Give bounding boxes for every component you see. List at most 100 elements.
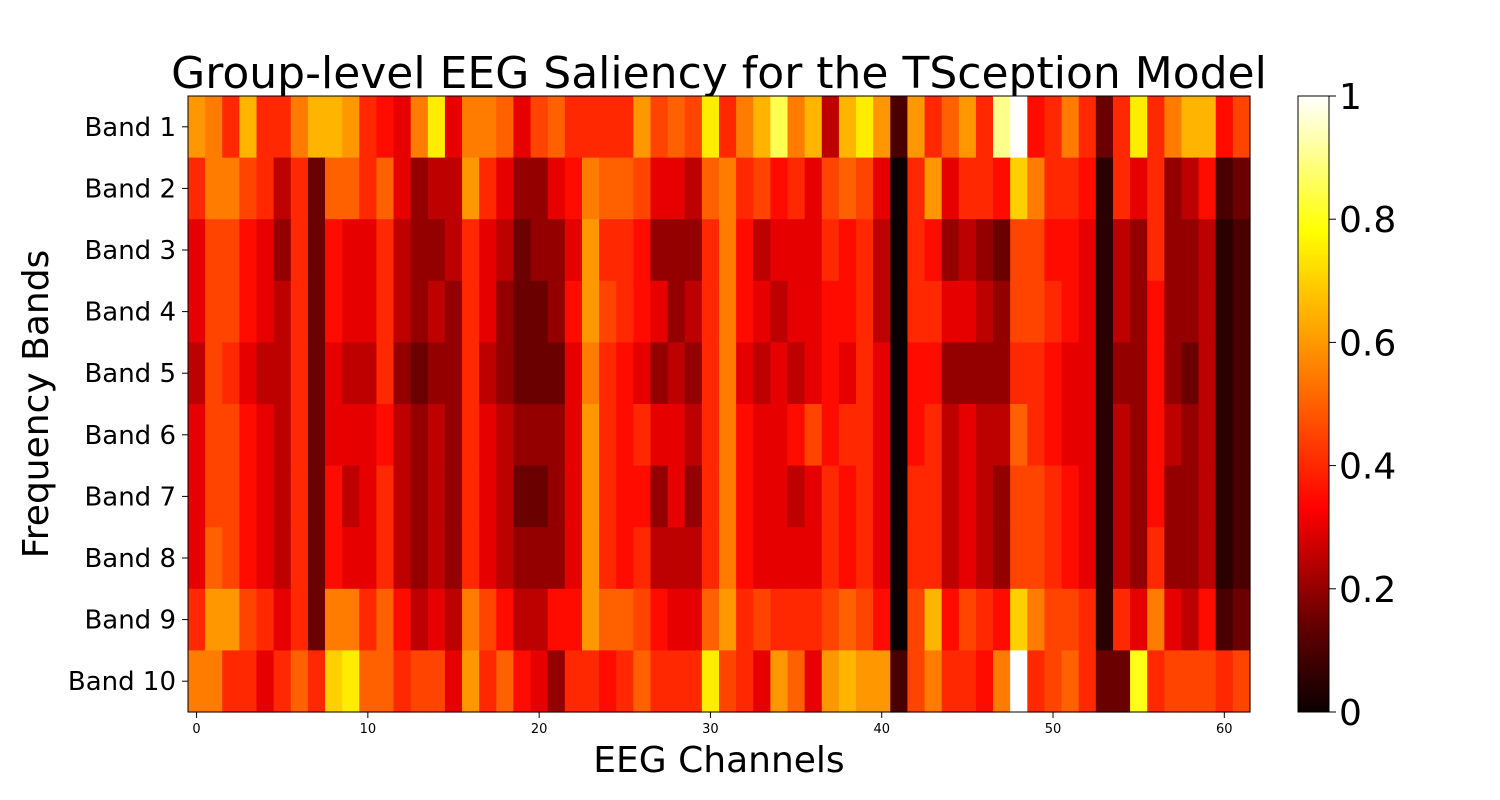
heatmap-cell xyxy=(787,96,806,159)
heatmap-cell xyxy=(222,96,240,159)
heatmap-cell xyxy=(290,219,309,282)
heatmap-cell xyxy=(650,465,669,528)
heatmap-cell xyxy=(427,465,446,528)
heatmap-cell xyxy=(924,588,943,651)
heatmap-cell xyxy=(325,404,343,467)
heatmap-cell xyxy=(838,650,857,713)
heatmap-cell xyxy=(1232,157,1251,220)
heatmap-cell xyxy=(1164,342,1183,405)
heatmap-cell xyxy=(479,588,497,651)
heatmap-cell xyxy=(256,342,275,405)
heatmap-cell xyxy=(273,465,292,528)
heatmap-cell xyxy=(753,404,771,467)
heatmap-cell xyxy=(188,342,206,405)
heatmap-cell xyxy=(188,280,206,343)
heatmap-cell xyxy=(1181,650,1200,713)
heatmap-cell xyxy=(1044,527,1063,590)
heatmap-cell xyxy=(1095,588,1114,651)
heatmap-cell xyxy=(890,650,909,713)
heatmap-cell xyxy=(1061,157,1080,220)
heatmap-cell xyxy=(753,650,771,713)
heatmap-cell xyxy=(564,342,583,405)
heatmap-cell xyxy=(821,96,840,159)
heatmap-cell xyxy=(856,157,874,220)
heatmap-cell xyxy=(804,650,823,713)
heatmap-cell xyxy=(205,96,223,159)
y-tick-label: Band 8 xyxy=(84,544,176,574)
heatmap-cell xyxy=(890,280,909,343)
heatmap-cell xyxy=(342,219,360,282)
heatmap-cell xyxy=(564,527,583,590)
heatmap-cell xyxy=(547,157,566,220)
heatmap-cell xyxy=(838,157,857,220)
y-tick-label: Band 1 xyxy=(84,113,176,143)
heatmap-cell xyxy=(1061,650,1080,713)
heatmap-cell xyxy=(1215,96,1234,159)
heatmap-cell xyxy=(290,588,309,651)
heatmap-cell xyxy=(410,527,429,590)
heatmap-cell xyxy=(838,342,857,405)
heatmap-cell xyxy=(1027,280,1046,343)
heatmap-cell xyxy=(325,650,343,713)
heatmap-cell xyxy=(342,527,360,590)
heatmap-cell xyxy=(359,650,378,713)
y-tick-label: Band 3 xyxy=(84,236,176,266)
heatmap-cell xyxy=(513,404,532,467)
heatmap-cell xyxy=(719,96,737,159)
heatmap-cell xyxy=(342,157,360,220)
heatmap-cell xyxy=(1232,96,1251,159)
heatmap-cell xyxy=(633,527,652,590)
heatmap-cell xyxy=(1130,650,1148,713)
heatmap-cell xyxy=(462,342,480,405)
heatmap-cell xyxy=(1181,219,1200,282)
heatmap-cell xyxy=(530,157,549,220)
heatmap-cell xyxy=(958,96,977,159)
heatmap-cell xyxy=(1232,404,1251,467)
heatmap-cell xyxy=(222,588,240,651)
heatmap-cell xyxy=(1027,404,1046,467)
heatmap-cell xyxy=(564,404,583,467)
heatmap-cell xyxy=(958,404,977,467)
heatmap-cell xyxy=(941,342,960,405)
heatmap-cell xyxy=(1198,280,1217,343)
heatmap-cell xyxy=(410,588,429,651)
heatmap-cell xyxy=(770,96,789,159)
plot-frame xyxy=(187,95,1251,713)
heatmap-cell xyxy=(993,280,1011,343)
heatmap-cell xyxy=(924,219,943,282)
heatmap-cell xyxy=(650,404,669,467)
heatmap-cell xyxy=(787,650,806,713)
heatmap-cell xyxy=(719,280,737,343)
heatmap-cell xyxy=(1198,157,1217,220)
heatmap-cell xyxy=(1010,280,1028,343)
heatmap-cell xyxy=(907,404,926,467)
heatmap-cell xyxy=(427,280,446,343)
colorbar-tick-label: 0.4 xyxy=(1339,447,1396,488)
heatmap-cell xyxy=(1095,219,1114,282)
heatmap-cell xyxy=(1078,527,1097,590)
heatmap-cell xyxy=(376,404,395,467)
heatmap-cell xyxy=(873,527,891,590)
heatmap-cell xyxy=(479,404,497,467)
y-axis-label: Frequency Bands xyxy=(16,250,57,559)
heatmap-cell xyxy=(907,96,926,159)
heatmap-cell xyxy=(804,280,823,343)
heatmap-cell xyxy=(873,342,891,405)
heatmap-cell xyxy=(701,465,720,528)
heatmap-cell xyxy=(410,219,429,282)
heatmap-cell xyxy=(290,465,309,528)
heatmap-cell xyxy=(1095,465,1114,528)
heatmap-cell xyxy=(1215,280,1234,343)
heatmap-cell xyxy=(530,342,549,405)
heatmap-cell xyxy=(993,342,1011,405)
heatmap-cell xyxy=(530,219,549,282)
heatmap-cell xyxy=(581,465,600,528)
heatmap-cell xyxy=(633,219,652,282)
heatmap-cell xyxy=(890,588,909,651)
heatmap-cell xyxy=(188,96,206,159)
heatmap-cell xyxy=(547,650,566,713)
heatmap-cell xyxy=(770,527,789,590)
heatmap-cell xyxy=(188,404,206,467)
heatmap-cell xyxy=(239,342,258,405)
heatmap-cell xyxy=(1147,219,1165,282)
